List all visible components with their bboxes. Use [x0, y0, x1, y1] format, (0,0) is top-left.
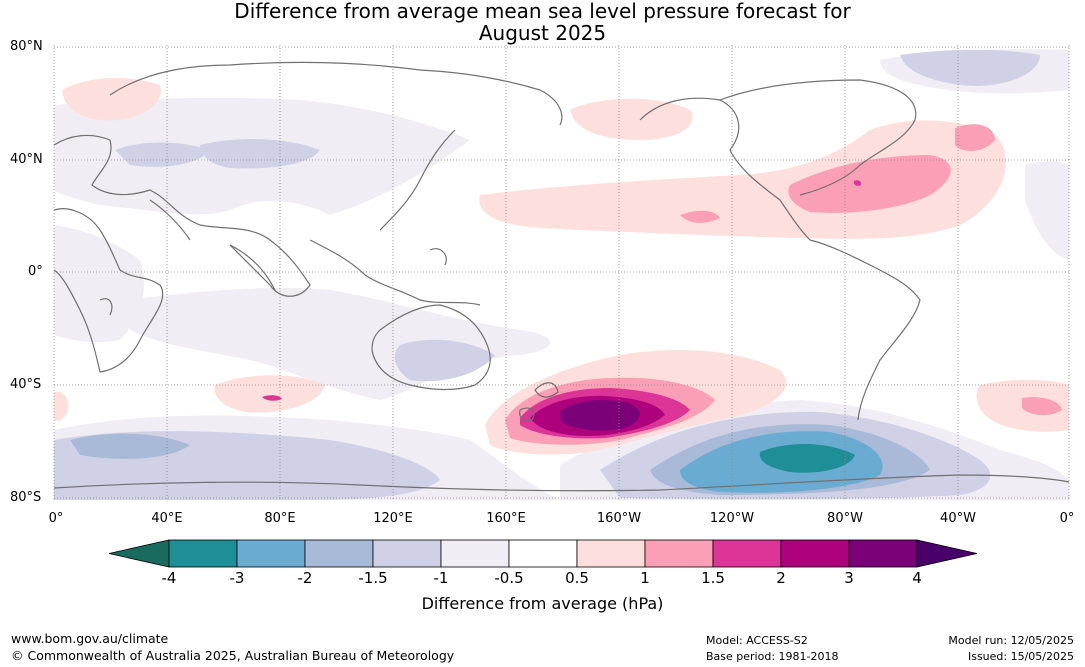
footer-copyright: © Commonwealth of Australia 2025, Austra… — [11, 648, 455, 663]
colorbar-segment — [508, 539, 578, 568]
colorbar-tick-label: 1.5 — [701, 569, 725, 587]
colorbar-tick-label: -0.5 — [494, 569, 524, 587]
colorbar-segment — [440, 539, 510, 568]
graticule — [53, 45, 1070, 500]
lon-label-80w: 80°W — [827, 511, 863, 526]
lon-label-120e: 120°E — [373, 511, 413, 526]
footer-model: Model: ACCESS-S2 — [706, 634, 808, 647]
colorbar-segment — [576, 539, 646, 568]
colorbar-tick-label: 2 — [776, 569, 786, 587]
positive-anomaly-regions — [54, 78, 1069, 455]
footer-issued: Issued: 15/05/2025 — [967, 650, 1074, 663]
colorbar-tick-label: -1.5 — [358, 569, 388, 587]
colorbar-segment — [780, 539, 850, 568]
colorbar-segment — [848, 539, 918, 568]
colorbar-tick-label: -3 — [229, 569, 245, 587]
colorbar-segment — [236, 539, 306, 568]
map-title-line2: August 2025 — [478, 21, 607, 45]
footer-url: www.bom.gov.au/climate — [11, 631, 169, 646]
lat-label-40n: 40°N — [10, 152, 43, 167]
colorbar-segment — [644, 539, 714, 568]
lon-label-0-left: 0° — [48, 511, 64, 526]
colorbar-tick-label: 4 — [912, 569, 922, 587]
colorbar-extend-low — [108, 539, 170, 568]
colorbar-tick-label: 0.5 — [565, 569, 589, 587]
colorbar-tick-label: 3 — [844, 569, 854, 587]
lon-label-120w: 120°W — [709, 511, 755, 526]
footer-model-run: Model run: 12/05/2025 — [948, 634, 1074, 647]
colorbar-segment — [168, 539, 238, 568]
colorbar-tick-label: -4 — [161, 569, 177, 587]
lon-label-80e: 80°E — [264, 511, 296, 526]
colorbar-extend-high — [916, 539, 978, 568]
lon-label-0-right: 0° — [1059, 511, 1075, 526]
lon-label-40e: 40°E — [151, 511, 183, 526]
colorbar-segment — [712, 539, 782, 568]
lat-label-40s: 40°S — [10, 377, 42, 392]
lon-label-160e: 160°E — [486, 511, 526, 526]
negative-anomaly-regions — [54, 49, 1069, 500]
lat-label-80s: 80°S — [10, 490, 42, 505]
coastlines — [53, 61, 1070, 492]
footer-base-period: Base period: 1981-2018 — [706, 650, 839, 663]
lon-label-40w: 40°W — [940, 511, 976, 526]
colorbar-tick-label: -1 — [433, 569, 449, 587]
lat-label-80n: 80°N — [10, 39, 43, 54]
colorbar-tick-label: 1 — [640, 569, 650, 587]
colorbar-segment — [372, 539, 442, 568]
map-title-line1: Difference from average mean sea level p… — [234, 0, 851, 23]
lon-label-160w: 160°W — [596, 511, 642, 526]
colorbar-tick-label: -2 — [297, 569, 313, 587]
colorbar-units-label: Difference from average (hPa) — [421, 594, 664, 613]
colorbar-segment — [304, 539, 374, 568]
lat-label-0: 0° — [28, 264, 43, 279]
